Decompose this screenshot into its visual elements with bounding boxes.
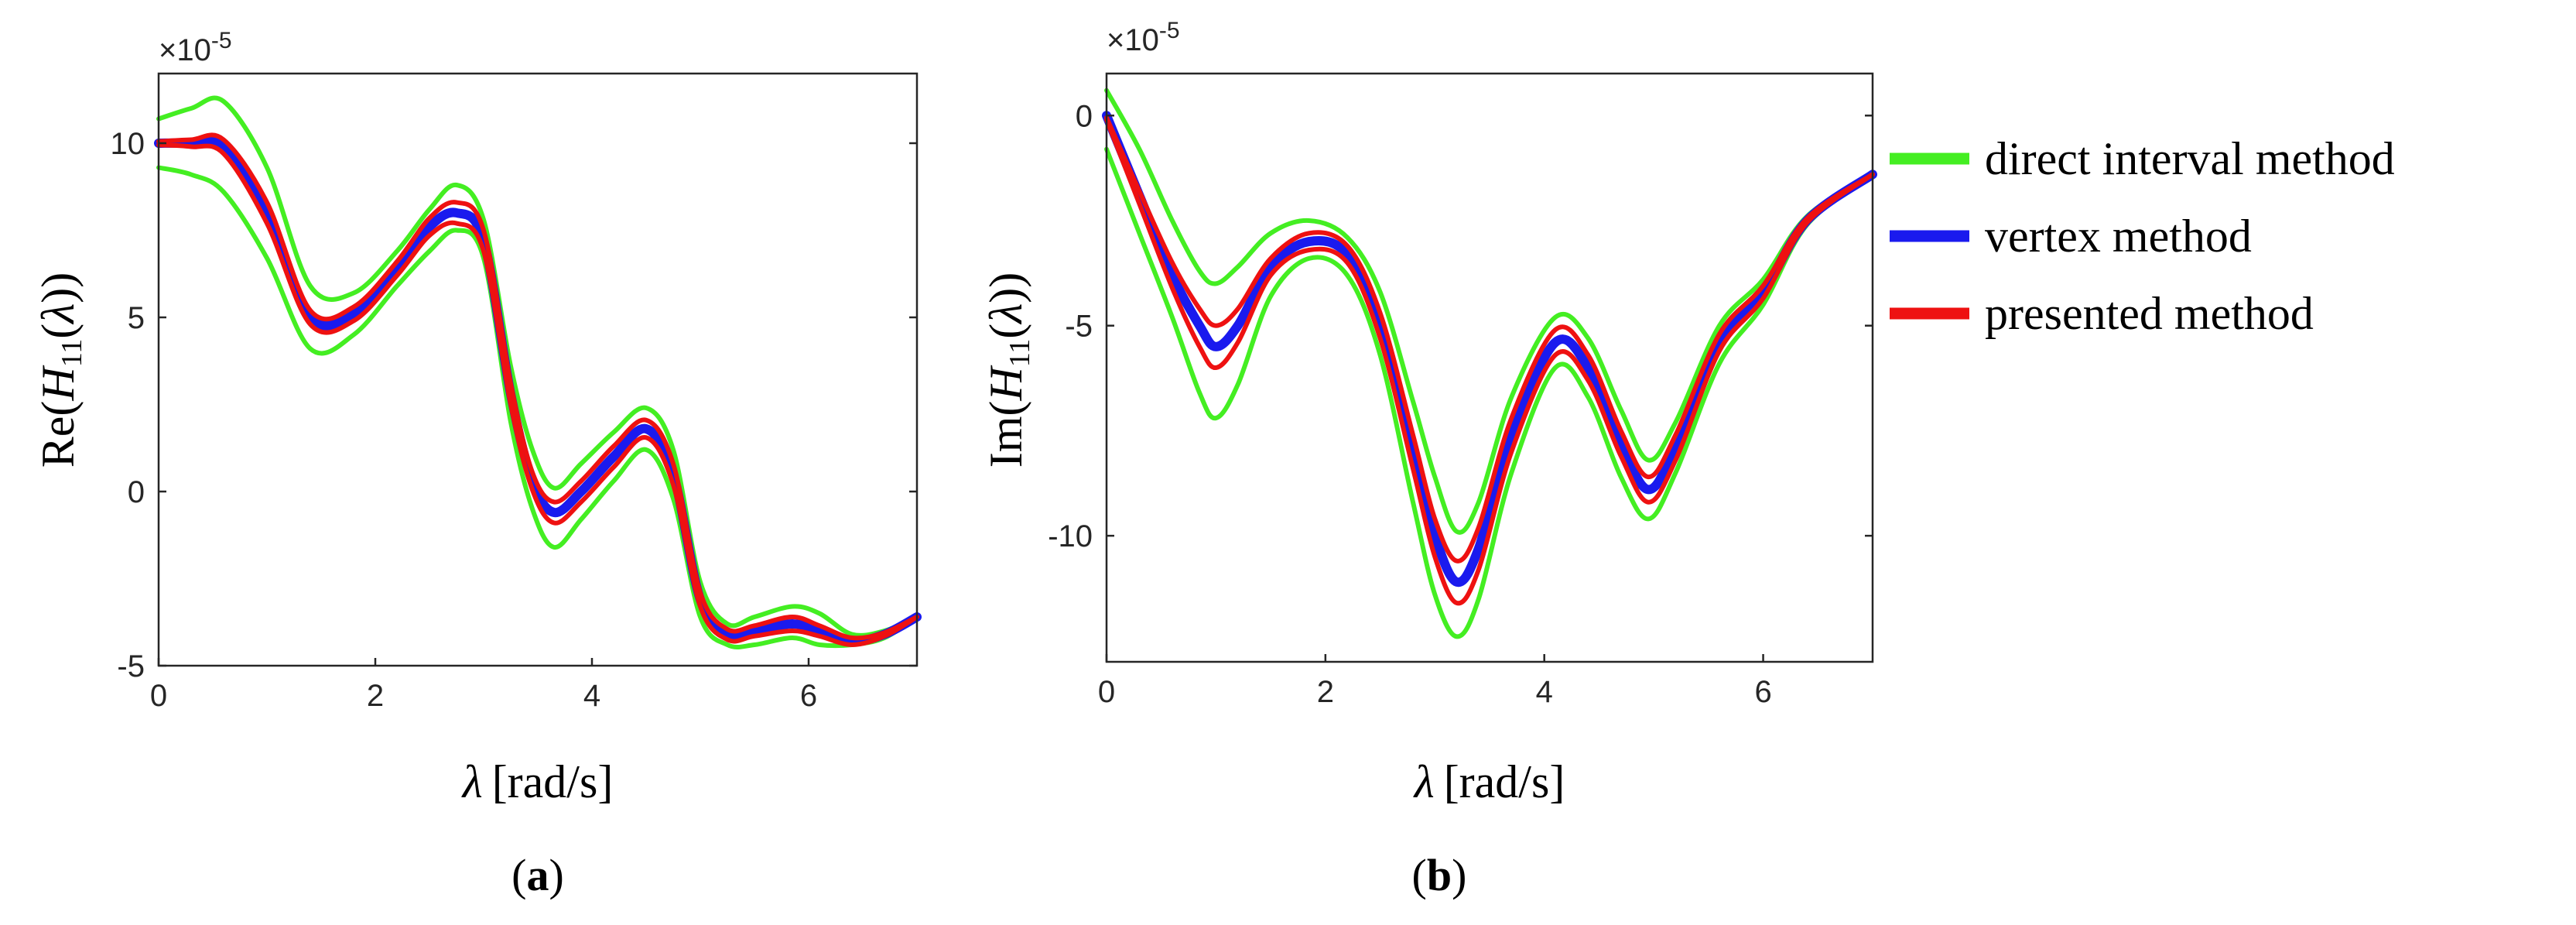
exponent-power-a: -5 [211, 28, 232, 53]
series-group-a [154, 95, 922, 650]
x-tick-label-b-4: 4 [1536, 675, 1553, 709]
panel-label-a: (a) [511, 850, 564, 900]
series-line-b-2 [1102, 111, 1877, 588]
ylabel-lam-a: λ [32, 303, 84, 325]
y-tick-label-a-10: 10 [111, 127, 145, 161]
x-tick-label-a-4: 4 [583, 679, 600, 713]
series-line-a-2 [154, 135, 922, 646]
exponent-times-b: ×10 [1107, 23, 1159, 57]
series-line-a-0 [156, 95, 919, 638]
y-tick-label-a--5: -5 [117, 649, 145, 683]
x-tick-label-a-2: 2 [367, 679, 384, 713]
ylabel-post-a: )) [32, 272, 84, 303]
y-tick-label-b--5: -5 [1065, 310, 1093, 344]
series-line-b-0 [1104, 87, 1875, 535]
series-line-a-3 [156, 132, 919, 641]
chart-panel-b: 0 2 4 6-10-50 ×10-5 Im(H11(λ)) λ [rad/s] (b) [980, 18, 1877, 900]
series-line-b-3 [1104, 115, 1875, 564]
xlabel-lam-b: λ [1413, 756, 1435, 807]
series-line-b-4 [1104, 117, 1875, 606]
ylabel-sub-b: 11 [1004, 339, 1036, 368]
ylabel-mid-a: ( [32, 324, 84, 339]
axes-box-b [1105, 72, 1874, 663]
axes-box-a [157, 72, 919, 667]
ylabel-var-a: H [32, 365, 84, 402]
legend: direct interval method vertex method pre… [1890, 133, 2395, 339]
ylabel-sub-a: 11 [56, 339, 88, 368]
x-axis-label-b: λ [rad/s] [1413, 756, 1565, 807]
y-tick-label-b--10: -10 [1048, 519, 1093, 553]
ticks-b: 0 2 4 6 -10 -5 0 [1048, 99, 1873, 709]
exponent-label-a: ×10-5 [159, 28, 232, 67]
exponent-power-b: -5 [1159, 18, 1180, 43]
ylabel-lam-b: λ [980, 303, 1031, 325]
y-tick-label-a-0: 0 [128, 475, 145, 509]
y-tick-label-b-0: 0 [1076, 99, 1093, 133]
y-axis-label-b: Im(H11(λ)) [980, 272, 1036, 468]
y-tick-label-a-5: 5 [128, 301, 145, 335]
panel-letter-a: a [527, 850, 549, 900]
x-tick-label-a-6: 6 [800, 679, 817, 713]
x-tick-label-a-0: 0 [150, 679, 167, 713]
series-line-a-4 [156, 142, 919, 647]
x-tick-label-b-0: 0 [1098, 675, 1115, 709]
legend-label-presented: presented method [1985, 288, 2314, 339]
ylabel-mid-b: ( [980, 324, 1031, 339]
legend-label-direct-interval: direct interval method [1985, 133, 2395, 184]
panel-label-b: (b) [1412, 850, 1467, 900]
xlabel-unit-b: [rad/s] [1444, 756, 1565, 807]
x-tick-label-b-2: 2 [1317, 675, 1334, 709]
x-axis-label-a: λ [rad/s] [461, 756, 614, 807]
ylabel-pre-a: Re( [32, 401, 84, 468]
ylabel-pre-b: Im( [980, 401, 1031, 468]
xlabel-unit-a: [rad/s] [492, 756, 614, 807]
exponent-label-b: ×10-5 [1107, 18, 1180, 57]
xlabel-lam-a: λ [461, 756, 483, 807]
series-line-a-1 [156, 165, 919, 650]
exponent-times-a: ×10 [159, 33, 211, 67]
ylabel-var-b: H [980, 365, 1031, 402]
panel-letter-b: b [1427, 850, 1452, 900]
series-group-b [1102, 87, 1877, 639]
y-axis-label-a: Re(H11(λ)) [32, 272, 88, 468]
ylabel-post-b: )) [980, 272, 1031, 303]
legend-label-vertex: vertex method [1985, 211, 2252, 262]
x-tick-label-b-6: 6 [1754, 675, 1771, 709]
series-line-b-1 [1104, 146, 1875, 639]
